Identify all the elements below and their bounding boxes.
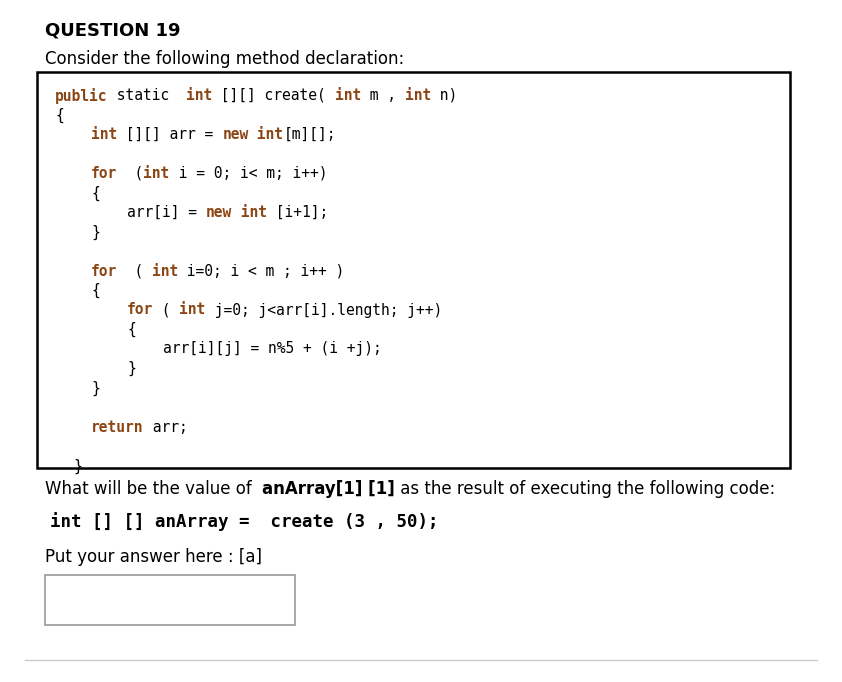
Text: What will be the value of: What will be the value of: [45, 480, 262, 498]
Text: Put your answer here : [a]: Put your answer here : [a]: [45, 548, 262, 566]
Text: int [] [] anArray =  create (3 , 50);: int [] [] anArray = create (3 , 50);: [50, 512, 439, 531]
Text: return: return: [91, 419, 143, 434]
Text: for: for: [127, 303, 153, 318]
Text: new: new: [222, 127, 248, 142]
Text: anArray[1] [1]: anArray[1] [1]: [262, 480, 395, 498]
Text: [m][];: [m][];: [284, 127, 336, 142]
Text: int: int: [179, 303, 205, 318]
Text: int: int: [405, 88, 431, 103]
Text: {: {: [91, 186, 99, 201]
Text: int: int: [91, 127, 117, 142]
Text: m ,: m ,: [361, 88, 405, 103]
Text: [][] arr =: [][] arr =: [117, 127, 222, 142]
Text: arr[i] =: arr[i] =: [127, 205, 205, 220]
Text: }: }: [127, 361, 136, 376]
Text: (: (: [153, 303, 179, 318]
Text: [][] create(: [][] create(: [212, 88, 335, 103]
Text: (: (: [117, 263, 152, 278]
Text: {: {: [55, 108, 64, 123]
Text: int: int: [152, 263, 179, 278]
Text: for: for: [91, 263, 117, 278]
Bar: [45, 575, 295, 625]
Text: Consider the following method declaration:: Consider the following method declaratio…: [45, 50, 404, 68]
Text: int: int: [335, 88, 361, 103]
Text: i=0; i < m ; i++ ): i=0; i < m ; i++ ): [179, 263, 344, 278]
Text: new: new: [205, 205, 232, 220]
Text: i = 0; i< m; i++): i = 0; i< m; i++): [170, 166, 328, 181]
Text: int: int: [143, 166, 170, 181]
Text: arr[i][j] = n%5 + (i +j);: arr[i][j] = n%5 + (i +j);: [163, 342, 381, 357]
Text: {: {: [91, 283, 99, 298]
Text: }: }: [91, 224, 99, 239]
Text: int: int: [248, 127, 284, 142]
Text: {: {: [127, 322, 136, 337]
Text: n): n): [431, 88, 457, 103]
Text: (: (: [117, 166, 143, 181]
Text: int: int: [186, 88, 212, 103]
Text: arr;: arr;: [143, 419, 187, 434]
Text: public: public: [55, 88, 108, 104]
Text: static: static: [108, 88, 186, 103]
Text: for: for: [91, 166, 117, 181]
Text: }: }: [73, 458, 82, 474]
Text: QUESTION 19: QUESTION 19: [45, 22, 180, 40]
Text: [i+1];: [i+1];: [267, 205, 328, 220]
Text: }: }: [91, 381, 99, 396]
Bar: [37, 72, 790, 468]
Text: as the result of executing the following code:: as the result of executing the following…: [395, 480, 775, 498]
Text: j=0; j<arr[i].length; j++): j=0; j<arr[i].length; j++): [205, 303, 442, 318]
Text: int: int: [232, 205, 267, 220]
